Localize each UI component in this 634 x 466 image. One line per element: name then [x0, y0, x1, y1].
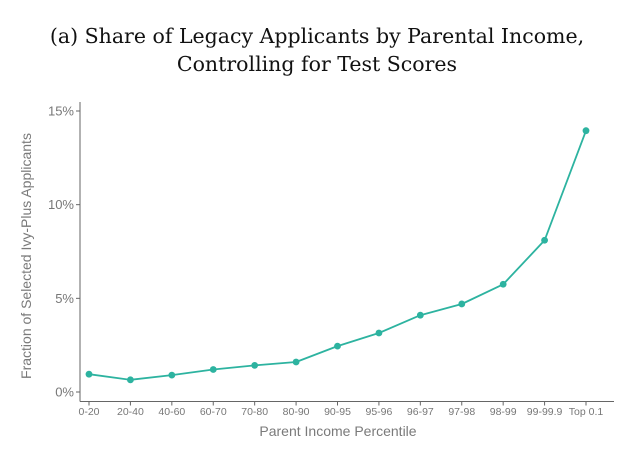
data-point [85, 370, 93, 378]
y-axis-label: Fraction of Selected Ivy-Plus Applicants [18, 133, 34, 379]
data-point [375, 329, 383, 337]
y-tick-label: 0% [55, 385, 74, 400]
x-axis-label: Parent Income Percentile [259, 423, 416, 439]
y-tick-label: 15% [48, 104, 74, 119]
series-group [85, 127, 590, 384]
data-point [168, 371, 176, 379]
x-tick-label: 40-60 [158, 406, 185, 418]
series-line [88, 130, 587, 381]
y-tick-label: 10% [48, 197, 74, 212]
data-point [127, 376, 134, 384]
data-point [334, 342, 341, 350]
data-point [541, 236, 548, 244]
x-axis-ticks: 0-20 20-40 40-60 60-70 70-80 80-90 90-95 95-96 9… [78, 401, 604, 418]
x-tick-label: 70-80 [241, 406, 268, 418]
data-point [499, 280, 507, 288]
chart-axes [79, 102, 614, 402]
x-tick-label: Top 0.1 [569, 406, 604, 418]
x-tick-label: 98-99 [490, 406, 517, 418]
x-tick-label: 90-95 [324, 406, 351, 418]
chart-title: (a) Share of Legacy Applicants by Parent… [0, 22, 634, 78]
y-tick-label: 5% [55, 291, 74, 306]
data-point [582, 127, 590, 135]
chart-title-line1: (a) Share of Legacy Applicants by Parent… [49, 24, 585, 48]
y-axis-ticks: 0% 5% 10% 15% [48, 104, 80, 400]
data-point [292, 358, 300, 366]
data-point [416, 311, 424, 319]
x-tick-label: 0-20 [78, 406, 99, 418]
x-tick-label: 96-97 [407, 406, 434, 418]
x-tick-label: 97-98 [448, 406, 475, 418]
x-tick-label: 95-96 [365, 406, 392, 418]
data-point [209, 366, 217, 373]
chart-title-line2: Controlling for Test Scores [176, 52, 458, 76]
x-tick-label: 20-40 [117, 406, 144, 418]
x-tick-label: 80-90 [283, 406, 310, 418]
x-tick-label: 99-99.9 [527, 406, 563, 418]
data-point [251, 361, 259, 369]
x-tick-label: 60-70 [200, 406, 227, 418]
data-point [458, 300, 466, 308]
